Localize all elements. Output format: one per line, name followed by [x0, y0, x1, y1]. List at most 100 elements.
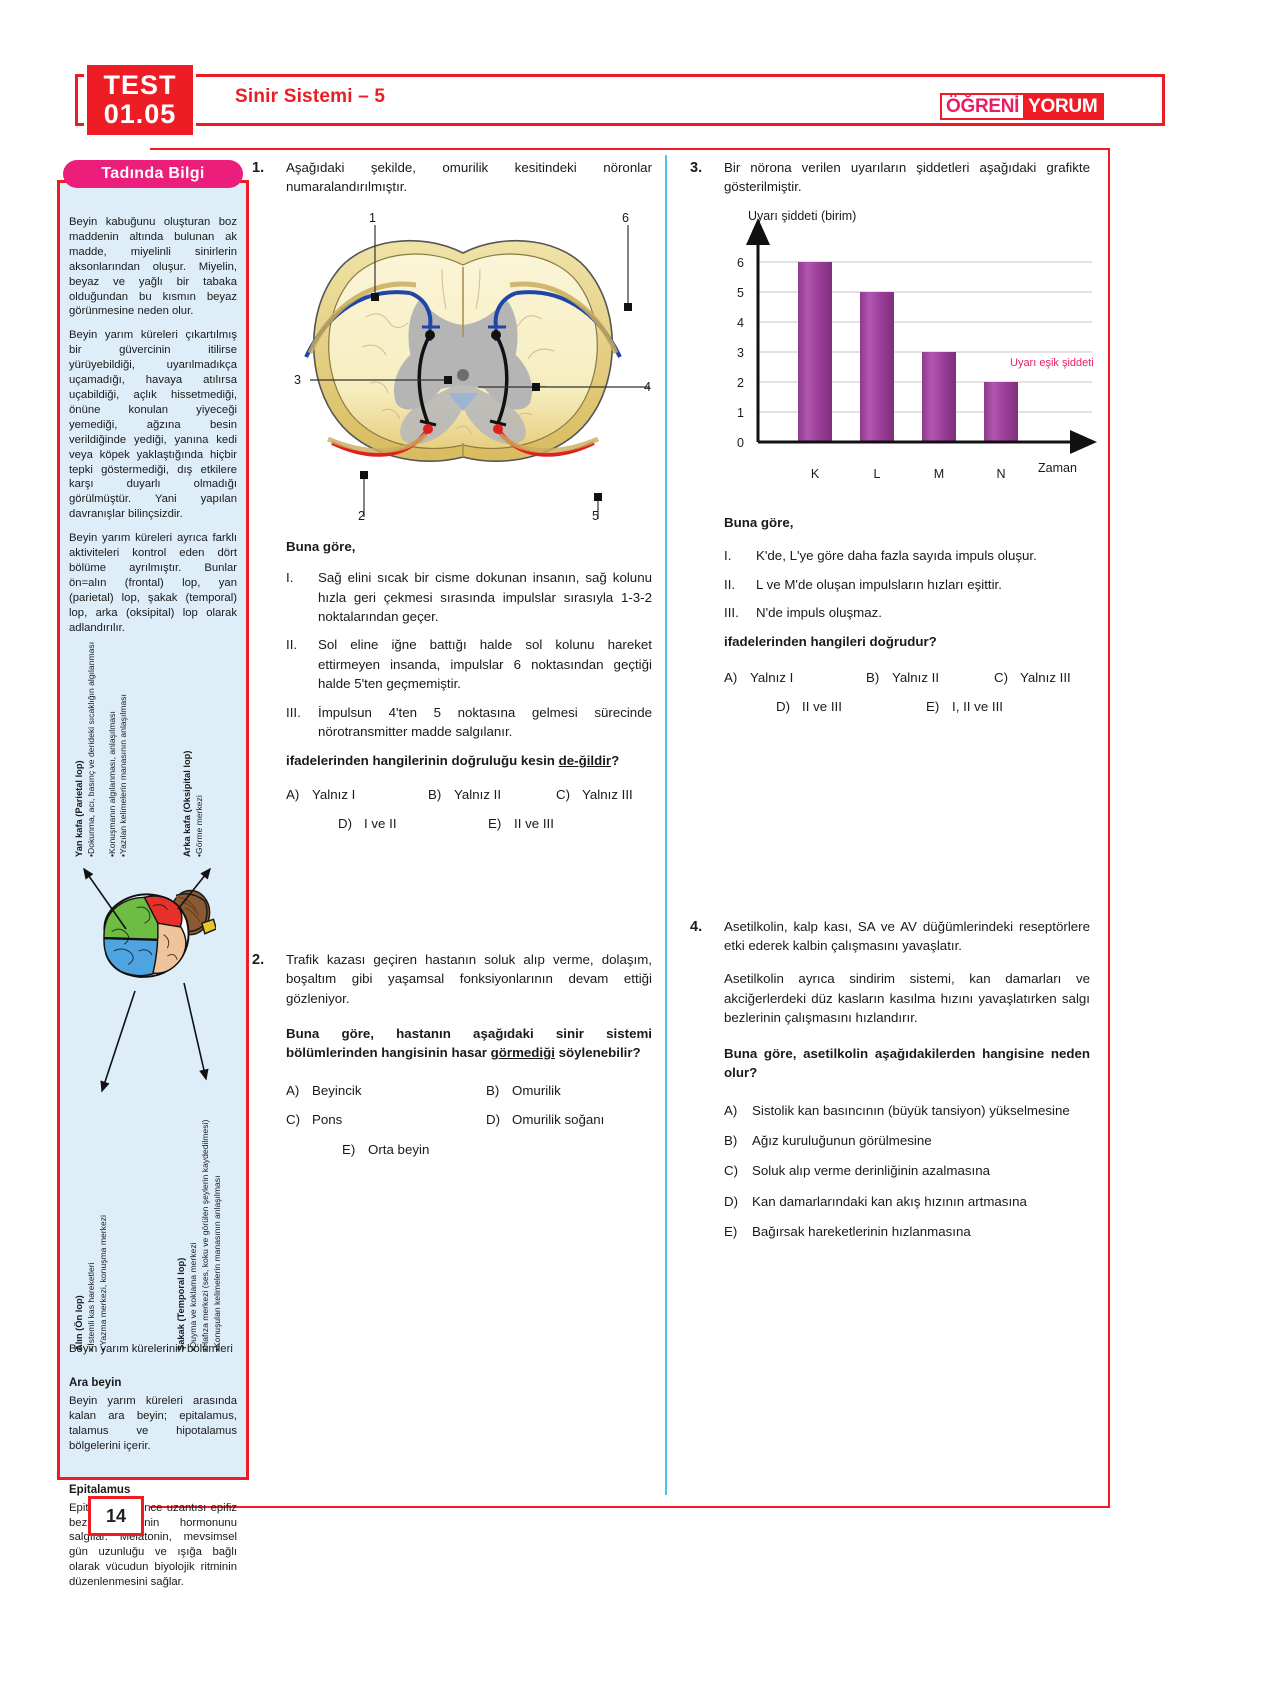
test-badge: TEST 01.05 [84, 62, 196, 138]
option-a[interactable]: A) Beyincik [286, 1081, 486, 1100]
option-b[interactable]: B) Omurilik [486, 1081, 561, 1100]
question-3-lead: Buna göre, [724, 514, 794, 530]
statement-item: II. L ve M'de oluşan impulsların hızları… [724, 575, 1090, 594]
chart-ytick-1: 1 [737, 405, 744, 420]
option-a[interactable]: A) Yalnız I [724, 668, 866, 687]
prompt-part-b: ? [611, 753, 620, 769]
question-1-stem: Aşağıdaki şekilde, omurilik kesitindeki … [286, 160, 652, 195]
option-b-text: Omurilik [512, 1082, 561, 1098]
page-number: 14 [88, 1496, 144, 1536]
option-d-label: D) [486, 1112, 501, 1128]
brain-label-temporal-title: Şakak (Temporal lop) [176, 1257, 186, 1351]
statement-item: I. Sağ elini sıcak bir cisme dokunan ins… [286, 568, 652, 626]
question-1-number: 1. [252, 160, 265, 176]
brain-label-occipital: Arka kafa (Oksipital lop) [182, 751, 193, 857]
page-header: TEST 01.05 Sinir Sistemi – 5 ÖĞRENİ YORU… [0, 0, 1275, 150]
brain-label-parietal-item2: •Konuşmanın algılanması, anlaşılması [107, 711, 117, 857]
question-3-options: A) Yalnız I B) Yalnız II C) Yalnız III D… [724, 668, 1090, 717]
option-e-text: I, II ve III [952, 699, 1003, 715]
figure-callout-1: 1 [369, 210, 376, 225]
option-c[interactable]: C) Pons [286, 1110, 486, 1129]
option-b-label: B) [428, 786, 442, 802]
statement-numeral: I. [724, 548, 732, 564]
page-frame [150, 148, 1110, 1508]
option-d[interactable]: D) Kan damarlarındaki kan akış hızının a… [724, 1192, 1090, 1211]
figure-callout-6: 6 [622, 210, 629, 225]
sidebar-bottom-sections: Beyin yarım kürelerinin bölümleri Ara be… [69, 1343, 237, 1599]
option-d-text: Kan damarlarındaki kan akış hızının artm… [752, 1193, 1027, 1209]
option-e[interactable]: E) I, II ve III [926, 697, 1003, 716]
sidebar-paragraph: Beyin kabuğunu oluşturan boz maddenin al… [69, 216, 237, 318]
option-c-label: C) [724, 1163, 739, 1179]
option-d-text: II ve III [802, 699, 842, 715]
option-a[interactable]: A) Yalnız I [286, 785, 428, 804]
brain-label-temporal: Şakak (Temporal lop) [176, 1258, 187, 1351]
question-1-statements: I. Sağ elini sıcak bir cisme dokunan ins… [286, 568, 652, 741]
brain-label-occipital-title: Arka kafa (Oksipital lop) [182, 750, 192, 857]
option-b[interactable]: B) Yalnız II [428, 785, 556, 804]
option-a-text: Sistolik kan basıncının (büyük tansiyon)… [752, 1102, 1070, 1118]
option-e-label: E) [926, 699, 940, 715]
option-b-text: Ağız kuruluğunun görülmesine [752, 1132, 932, 1148]
option-b-label: B) [486, 1082, 500, 1098]
chart-xtick-n: N [996, 466, 1006, 481]
option-b[interactable]: B) Ağız kuruluğunun görülmesine [724, 1131, 1090, 1150]
column-divider [665, 155, 667, 1495]
option-a-label: A) [724, 669, 738, 685]
option-e[interactable]: E) II ve III [488, 814, 554, 833]
option-c[interactable]: C) Yalnız III [994, 668, 1071, 687]
brain-label-parietal-item1: •Dokunma, acı, basınç ve derideki sıcakl… [86, 641, 96, 857]
brain-label-parietal: Yan kafa (Parietal lop) [74, 760, 85, 857]
spinal-cord-figure: 1 6 3 4 2 5 [270, 207, 656, 527]
question-1: 1. Aşağıdaki şekilde, omurilik kesitinde… [252, 158, 652, 834]
option-d[interactable]: D) Omurilik soğanı [486, 1110, 604, 1129]
sidebar-tab-title: Tadında Bilgi [63, 160, 243, 188]
chart-ytick-6: 6 [737, 255, 744, 270]
statement-item: I. K'de, L'ye göre daha fazla sayıda imp… [724, 546, 1090, 565]
option-e[interactable]: E) Bağırsak hareketlerinin hızlanmasına [724, 1222, 1090, 1241]
brand-logo-part2: YORUM [1023, 95, 1103, 118]
option-c[interactable]: C) Yalnız III [556, 785, 633, 804]
statement-text: İmpulsun 4'ten 5 noktasına gelmesi sürec… [318, 704, 652, 740]
option-d[interactable]: D) II ve III [776, 697, 926, 716]
prompt-part-a: ifadelerinden hangilerinin doğruluğu kes… [286, 753, 559, 769]
statement-numeral: III. [286, 704, 301, 720]
chart-xtick-l: L [873, 466, 881, 481]
option-e-label: E) [724, 1224, 738, 1240]
option-e[interactable]: E) Orta beyin [342, 1140, 542, 1159]
question-4: 4. Asetilkolin, kalp kası, SA ve AV düğü… [690, 917, 1090, 1242]
question-3-prompt: ifadelerinden hangileri doğrudur? [724, 634, 937, 650]
statement-numeral: II. [286, 637, 298, 653]
option-d-text: Omurilik soğanı [512, 1112, 605, 1128]
question-column-right: 3. Bir nörona verilen uyarıların şiddetl… [690, 158, 1097, 1256]
option-a-label: A) [724, 1102, 738, 1118]
prompt-underlined: de-ğildir [558, 753, 612, 769]
chart-xtick-m: M [933, 466, 945, 481]
sidebar-section-heading: Ara beyin [69, 1377, 122, 1389]
option-c[interactable]: C) Soluk alıp verme derinliğinin azalmas… [724, 1161, 1090, 1180]
option-c-text: Yalnız III [582, 786, 633, 802]
option-a-label: A) [286, 786, 300, 802]
option-b[interactable]: B) Yalnız II [866, 668, 994, 687]
question-4-options: A) Sistolik kan basıncının (büyük tansiy… [724, 1101, 1090, 1242]
sidebar-text-block: Beyin kabuğunu oluşturan boz maddenin al… [60, 183, 246, 644]
option-a[interactable]: A) Sistolik kan basıncının (büyük tansiy… [724, 1101, 1090, 1120]
prompt-part-b: söylenebilir? [554, 1045, 641, 1061]
chart-ytick-0: 0 [737, 435, 744, 450]
statement-item: III. İmpulsun 4'ten 5 noktasına gelmesi … [286, 703, 652, 742]
question-4-stem: Asetilkolin, kalp kası, SA ve AV düğümle… [724, 918, 1090, 954]
figure-callout-2: 2 [358, 508, 365, 523]
sidebar-info-panel: Beyin kabuğunu oluşturan boz maddenin al… [57, 180, 249, 1588]
option-c-text: Soluk alıp verme derinliğinin azalmasına [752, 1163, 990, 1179]
option-e-text: II ve III [514, 816, 554, 832]
sidebar-paragraph: Beyin yarım küreleri çıkartılmış bir güv… [69, 329, 237, 521]
option-d[interactable]: D) I ve II [338, 814, 488, 833]
chart-threshold-label: Uyarı eşik şiddeti [1010, 356, 1094, 369]
brain-label-temporal-item1: •Duyma ve koklama merkezi [188, 1242, 198, 1351]
option-b-text: Yalnız II [892, 669, 940, 685]
figure-callout-4: 4 [644, 379, 651, 394]
option-d-label: D) [724, 1193, 739, 1209]
question-3-stem: Bir nörona verilen uyarıların şiddetleri… [724, 160, 1090, 195]
question-3-number: 3. [690, 160, 703, 176]
question-1-options: A) Yalnız I B) Yalnız II C) Yalnız III D… [286, 785, 652, 834]
